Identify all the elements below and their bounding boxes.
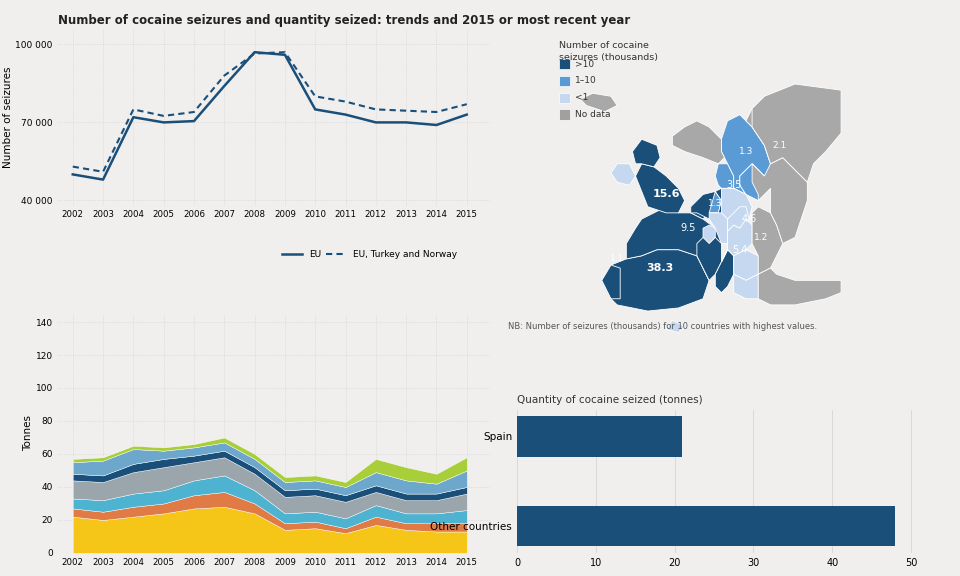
Polygon shape	[752, 84, 841, 182]
Bar	[517, 416, 683, 457]
Text: Number of cocaine
seizures (thousands): Number of cocaine seizures (thousands)	[559, 41, 658, 62]
Polygon shape	[602, 249, 709, 311]
Text: 1.3: 1.3	[739, 147, 754, 156]
Text: <1: <1	[575, 93, 588, 103]
Polygon shape	[721, 115, 771, 195]
Text: 38.3: 38.3	[646, 263, 674, 273]
Polygon shape	[626, 207, 721, 281]
Text: Quantity of cocaine seized (tonnes): Quantity of cocaine seized (tonnes)	[517, 395, 703, 404]
Polygon shape	[752, 158, 807, 244]
Polygon shape	[697, 191, 721, 213]
Bar	[559, 75, 570, 86]
Polygon shape	[758, 268, 841, 305]
Text: 5.4: 5.4	[732, 245, 748, 255]
Polygon shape	[728, 164, 771, 228]
Polygon shape	[691, 200, 709, 219]
Polygon shape	[691, 188, 752, 281]
Polygon shape	[580, 93, 617, 112]
Polygon shape	[752, 207, 782, 274]
Polygon shape	[633, 139, 660, 167]
Polygon shape	[672, 121, 725, 164]
Bar	[517, 506, 896, 547]
Polygon shape	[733, 249, 758, 281]
Polygon shape	[715, 164, 733, 188]
Y-axis label: Tonnes: Tonnes	[23, 415, 33, 452]
Polygon shape	[666, 320, 684, 332]
Polygon shape	[697, 237, 721, 281]
Polygon shape	[602, 265, 620, 299]
Polygon shape	[740, 164, 771, 200]
Y-axis label: Number of seizures: Number of seizures	[3, 66, 12, 168]
Text: >10: >10	[575, 59, 594, 69]
Polygon shape	[721, 188, 752, 232]
Polygon shape	[721, 219, 752, 262]
Polygon shape	[733, 274, 758, 299]
Legend: EU, EU, Turkey and Norway: EU, EU, Turkey and Norway	[278, 247, 461, 263]
Bar	[559, 93, 570, 103]
Text: NB: Number of seizures (thousands) for 10 countries with highest values.: NB: Number of seizures (thousands) for 1…	[509, 321, 818, 331]
Polygon shape	[636, 164, 684, 213]
Text: 9.5: 9.5	[680, 223, 695, 233]
Polygon shape	[709, 213, 728, 244]
Text: 15.6: 15.6	[653, 190, 680, 199]
Text: 1.3: 1.3	[708, 199, 723, 208]
Polygon shape	[728, 207, 749, 232]
Text: 3.5: 3.5	[726, 180, 741, 190]
Polygon shape	[703, 225, 715, 244]
Polygon shape	[746, 96, 802, 164]
Text: 4.6: 4.6	[741, 214, 756, 224]
Polygon shape	[611, 164, 636, 185]
Text: 1–10: 1–10	[575, 77, 596, 85]
Text: No data: No data	[575, 110, 611, 119]
Text: 1.2: 1.2	[755, 233, 768, 242]
Bar	[559, 109, 570, 120]
Bar	[559, 59, 570, 69]
Text: Number of cocaine seizures and quantity seized: trends and 2015 or most recent y: Number of cocaine seizures and quantity …	[58, 14, 630, 28]
Text: 2.1: 2.1	[773, 141, 787, 150]
Polygon shape	[715, 249, 733, 293]
Text: 1.1: 1.1	[610, 255, 624, 263]
